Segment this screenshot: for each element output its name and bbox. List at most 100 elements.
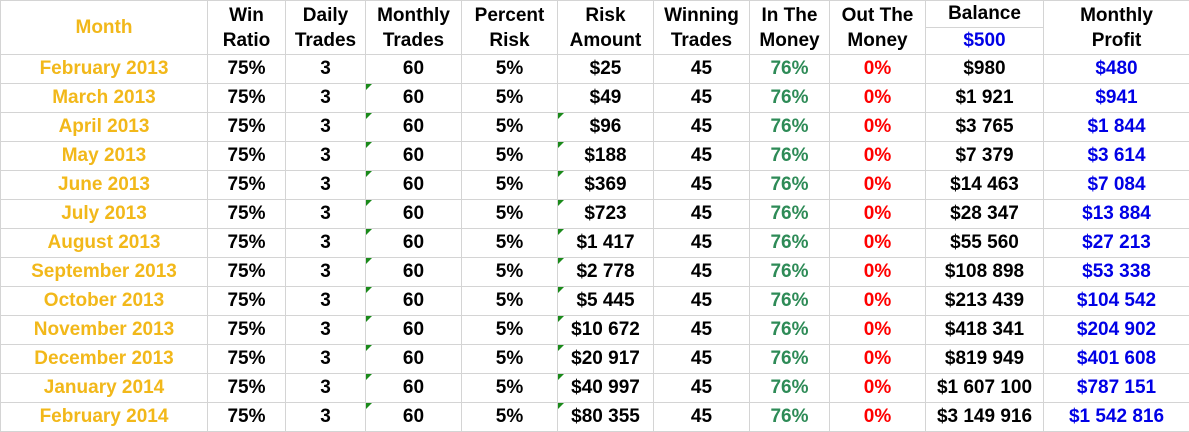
cell-out-the-money[interactable]: 0%: [830, 316, 926, 345]
cell-in-the-money[interactable]: 76%: [750, 171, 830, 200]
cell-risk-amount[interactable]: $2 778: [558, 258, 654, 287]
cell-percent-risk[interactable]: 5%: [462, 316, 558, 345]
cell-out-the-money[interactable]: 0%: [830, 258, 926, 287]
cell-in-the-money[interactable]: 76%: [750, 113, 830, 142]
cell-monthly-trades[interactable]: 60: [366, 142, 462, 171]
cell-winning-trades[interactable]: 45: [654, 287, 750, 316]
cell-percent-risk[interactable]: 5%: [462, 84, 558, 113]
cell-balance[interactable]: $1 921: [926, 84, 1044, 113]
cell-monthly-profit[interactable]: $401 608: [1044, 345, 1189, 374]
cell-in-the-money[interactable]: 76%: [750, 287, 830, 316]
cell-risk-amount[interactable]: $723: [558, 200, 654, 229]
cell-balance[interactable]: $14 463: [926, 171, 1044, 200]
cell-month[interactable]: September 2013: [1, 258, 208, 287]
cell-daily-trades[interactable]: 3: [286, 171, 366, 200]
cell-monthly-profit[interactable]: $3 614: [1044, 142, 1189, 171]
cell-in-the-money[interactable]: 76%: [750, 55, 830, 84]
cell-in-the-money[interactable]: 76%: [750, 316, 830, 345]
cell-in-the-money[interactable]: 76%: [750, 258, 830, 287]
cell-win-ratio[interactable]: 75%: [208, 316, 286, 345]
cell-balance[interactable]: $819 949: [926, 345, 1044, 374]
cell-risk-amount[interactable]: $96: [558, 113, 654, 142]
cell-balance[interactable]: $3 149 916: [926, 403, 1044, 432]
cell-risk-amount[interactable]: $25: [558, 55, 654, 84]
cell-out-the-money[interactable]: 0%: [830, 113, 926, 142]
cell-percent-risk[interactable]: 5%: [462, 287, 558, 316]
cell-out-the-money[interactable]: 0%: [830, 55, 926, 84]
cell-balance[interactable]: $418 341: [926, 316, 1044, 345]
cell-in-the-money[interactable]: 76%: [750, 374, 830, 403]
cell-month[interactable]: February 2013: [1, 55, 208, 84]
cell-monthly-profit[interactable]: $480: [1044, 55, 1189, 84]
cell-win-ratio[interactable]: 75%: [208, 374, 286, 403]
cell-monthly-trades[interactable]: 60: [366, 84, 462, 113]
cell-month[interactable]: May 2013: [1, 142, 208, 171]
cell-month[interactable]: March 2013: [1, 84, 208, 113]
cell-month[interactable]: July 2013: [1, 200, 208, 229]
cell-month[interactable]: August 2013: [1, 229, 208, 258]
cell-daily-trades[interactable]: 3: [286, 374, 366, 403]
cell-risk-amount[interactable]: $5 445: [558, 287, 654, 316]
cell-win-ratio[interactable]: 75%: [208, 200, 286, 229]
cell-in-the-money[interactable]: 76%: [750, 84, 830, 113]
cell-daily-trades[interactable]: 3: [286, 287, 366, 316]
cell-in-the-money[interactable]: 76%: [750, 229, 830, 258]
cell-monthly-trades[interactable]: 60: [366, 200, 462, 229]
cell-month[interactable]: June 2013: [1, 171, 208, 200]
cell-daily-trades[interactable]: 3: [286, 84, 366, 113]
cell-out-the-money[interactable]: 0%: [830, 142, 926, 171]
cell-percent-risk[interactable]: 5%: [462, 374, 558, 403]
cell-winning-trades[interactable]: 45: [654, 200, 750, 229]
cell-balance[interactable]: $213 439: [926, 287, 1044, 316]
cell-month[interactable]: April 2013: [1, 113, 208, 142]
cell-winning-trades[interactable]: 45: [654, 316, 750, 345]
cell-balance[interactable]: $28 347: [926, 200, 1044, 229]
cell-monthly-trades[interactable]: 60: [366, 55, 462, 84]
cell-balance[interactable]: $3 765: [926, 113, 1044, 142]
cell-percent-risk[interactable]: 5%: [462, 258, 558, 287]
cell-monthly-trades[interactable]: 60: [366, 316, 462, 345]
cell-winning-trades[interactable]: 45: [654, 55, 750, 84]
cell-monthly-profit[interactable]: $27 213: [1044, 229, 1189, 258]
cell-win-ratio[interactable]: 75%: [208, 403, 286, 432]
cell-win-ratio[interactable]: 75%: [208, 287, 286, 316]
cell-winning-trades[interactable]: 45: [654, 403, 750, 432]
cell-risk-amount[interactable]: $188: [558, 142, 654, 171]
cell-monthly-trades[interactable]: 60: [366, 229, 462, 258]
cell-out-the-money[interactable]: 0%: [830, 374, 926, 403]
cell-risk-amount[interactable]: $369: [558, 171, 654, 200]
cell-daily-trades[interactable]: 3: [286, 345, 366, 374]
cell-win-ratio[interactable]: 75%: [208, 55, 286, 84]
cell-monthly-profit[interactable]: $204 902: [1044, 316, 1189, 345]
cell-risk-amount[interactable]: $49: [558, 84, 654, 113]
cell-in-the-money[interactable]: 76%: [750, 142, 830, 171]
cell-out-the-money[interactable]: 0%: [830, 403, 926, 432]
cell-daily-trades[interactable]: 3: [286, 200, 366, 229]
cell-winning-trades[interactable]: 45: [654, 374, 750, 403]
cell-balance[interactable]: $55 560: [926, 229, 1044, 258]
cell-month[interactable]: February 2014: [1, 403, 208, 432]
cell-win-ratio[interactable]: 75%: [208, 171, 286, 200]
cell-monthly-profit[interactable]: $941: [1044, 84, 1189, 113]
cell-winning-trades[interactable]: 45: [654, 84, 750, 113]
cell-percent-risk[interactable]: 5%: [462, 171, 558, 200]
cell-month[interactable]: January 2014: [1, 374, 208, 403]
cell-monthly-profit[interactable]: $13 884: [1044, 200, 1189, 229]
cell-monthly-trades[interactable]: 60: [366, 345, 462, 374]
cell-monthly-profit[interactable]: $1 844: [1044, 113, 1189, 142]
cell-balance[interactable]: $980: [926, 55, 1044, 84]
cell-percent-risk[interactable]: 5%: [462, 142, 558, 171]
cell-out-the-money[interactable]: 0%: [830, 84, 926, 113]
cell-monthly-profit[interactable]: $7 084: [1044, 171, 1189, 200]
cell-in-the-money[interactable]: 76%: [750, 345, 830, 374]
cell-winning-trades[interactable]: 45: [654, 345, 750, 374]
cell-winning-trades[interactable]: 45: [654, 171, 750, 200]
cell-monthly-trades[interactable]: 60: [366, 403, 462, 432]
cell-daily-trades[interactable]: 3: [286, 229, 366, 258]
cell-monthly-trades[interactable]: 60: [366, 287, 462, 316]
cell-risk-amount[interactable]: $10 672: [558, 316, 654, 345]
cell-daily-trades[interactable]: 3: [286, 258, 366, 287]
cell-risk-amount[interactable]: $20 917: [558, 345, 654, 374]
cell-risk-amount[interactable]: $1 417: [558, 229, 654, 258]
cell-winning-trades[interactable]: 45: [654, 258, 750, 287]
